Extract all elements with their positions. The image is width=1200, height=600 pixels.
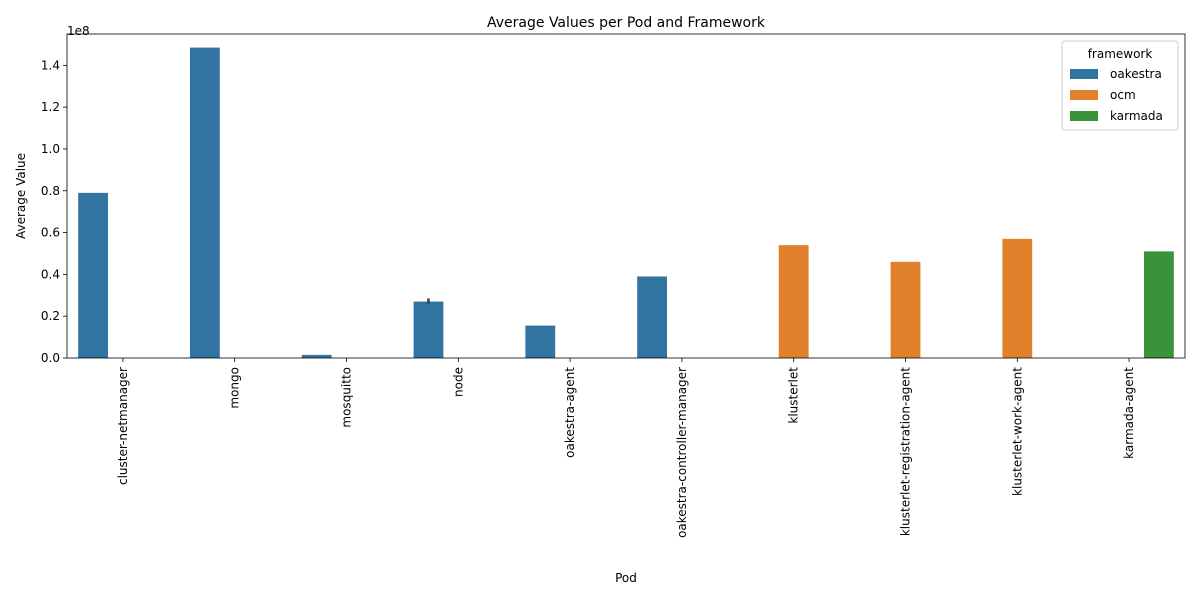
bar-karmada-karmada-agent (1144, 251, 1174, 358)
x-tick-label-oakestra-controller-manager: oakestra-controller-manager (675, 367, 689, 538)
legend-label-oakestra: oakestra (1110, 67, 1162, 81)
x-tick-label-node: node (451, 367, 465, 397)
y-tick-label: 0.6 (41, 226, 60, 240)
x-tick-label-mosquitto: mosquitto (340, 367, 354, 428)
bar-oakestra-oakestra-controller-manager (637, 276, 667, 358)
x-axis-label: Pod (615, 571, 637, 585)
x-tick-label-mongo: mongo (228, 367, 242, 409)
x-tick-label-cluster-netmanager: cluster-netmanager (116, 367, 130, 485)
y-tick-label: 0.2 (41, 309, 60, 323)
legend: framework oakestra ocm karmada (1061, 40, 1179, 131)
bars-group (78, 47, 1174, 359)
bar-ocm-klusterlet-registration-agent (890, 261, 921, 358)
bar-ocm-klusterlet (778, 245, 809, 358)
y-tick-label: 0.0 (41, 351, 60, 365)
bar-ocm-klusterlet-work-agent (1002, 238, 1033, 358)
legend-frame (1061, 40, 1179, 131)
bar-oakestra-oakestra-agent (525, 325, 556, 358)
bar-oakestra-mosquitto (301, 354, 332, 358)
legend-title: framework (1088, 47, 1153, 61)
x-axis-ticks: cluster-netmanager mongo mosquitto node oake… (116, 358, 1136, 538)
plot-frame (66, 33, 1186, 359)
y-tick-label: 1.0 (41, 142, 60, 156)
x-tick-label-oakestra-agent: oakestra-agent (563, 367, 577, 458)
legend-swatch-ocm (1070, 90, 1098, 100)
legend-swatch-karmada (1070, 111, 1098, 121)
y-axis-ticks: 0.0 0.2 0.4 0.6 0.8 1.0 1.2 1.4 (41, 58, 67, 365)
bar-oakestra-cluster-netmanager (78, 192, 108, 358)
bar-oakestra-mongo (189, 47, 220, 359)
x-tick-label-klusterlet: klusterlet (787, 367, 801, 424)
y-tick-label: 1.2 (41, 100, 60, 114)
legend-items: oakestra ocm karmada (1070, 67, 1163, 123)
bar-oakestra-node (413, 301, 444, 358)
legend-swatch-oakestra (1070, 69, 1098, 79)
legend-label-ocm: ocm (1110, 88, 1136, 102)
x-tick-label-klusterlet-registration-agent: klusterlet-registration-agent (899, 367, 913, 536)
y-offset-label: 1e8 (67, 24, 90, 38)
legend-label-karmada: karmada (1110, 109, 1163, 123)
y-tick-label: 1.4 (41, 58, 60, 72)
y-tick-label: 0.8 (41, 184, 60, 198)
y-axis-label: Average Value (14, 153, 28, 239)
chart-title: Average Values per Pod and Framework (487, 15, 766, 31)
x-tick-label-klusterlet-work-agent: klusterlet-work-agent (1010, 367, 1024, 496)
y-tick-label: 0.4 (41, 267, 60, 281)
x-tick-label-karmada-agent: karmada-agent (1122, 367, 1136, 459)
